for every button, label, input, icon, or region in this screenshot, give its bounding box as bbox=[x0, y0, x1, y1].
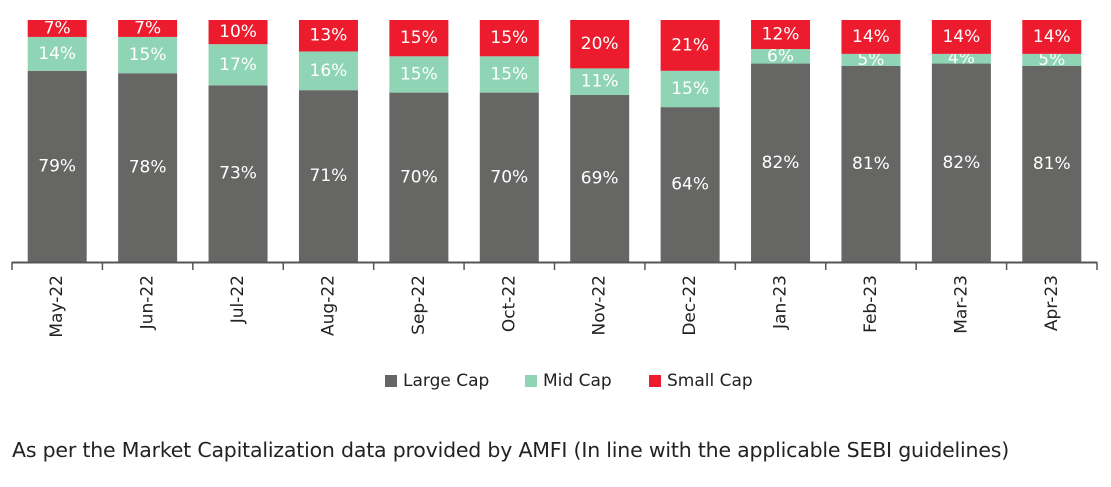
bar-small-cap-aug-22 bbox=[298, 20, 358, 52]
x-tick-label-jul-22: Jul-22 bbox=[228, 275, 248, 324]
legend-swatch-mid-cap bbox=[525, 375, 537, 387]
x-tick-label-dec-22: Dec-22 bbox=[680, 275, 700, 336]
data-label-large-cap-oct-22: 70% bbox=[490, 167, 528, 187]
data-label-mid-cap-oct-22: 15% bbox=[490, 64, 528, 84]
bar-large-cap-jul-22 bbox=[208, 85, 268, 262]
bar-small-cap-dec-22 bbox=[660, 20, 720, 71]
stacked-bar-chart: 79% 14% 7% 78% 15% 7% 73% 17% 10% 71% 16% 13% 70% 15%… bbox=[11, 18, 1098, 391]
bar-mid-cap-jun-22 bbox=[118, 36, 178, 74]
data-label-small-cap-jun-22: 7% bbox=[134, 18, 161, 38]
footnote: As per the Market Capitalization data pr… bbox=[12, 438, 1010, 462]
bar-large-cap-apr-23 bbox=[1022, 65, 1082, 262]
bar-mid-cap-nov-22 bbox=[570, 68, 630, 96]
bars-layer: 79% 14% 7% 78% 15% 7% 73% 17% 10% 71% 16% 13% 70% 15%… bbox=[27, 18, 1082, 263]
bar-mid-cap-dec-22 bbox=[660, 70, 720, 108]
bar-small-cap-jan-23 bbox=[751, 20, 811, 50]
bar-mid-cap-jul-22 bbox=[208, 44, 268, 86]
data-label-large-cap-mar-23: 82% bbox=[942, 153, 980, 173]
bar-small-cap-jul-22 bbox=[208, 20, 268, 45]
data-label-small-cap-sep-22: 15% bbox=[400, 28, 438, 48]
x-tick-label-aug-22: Aug-22 bbox=[318, 275, 338, 336]
data-label-small-cap-apr-23: 14% bbox=[1033, 27, 1071, 47]
bar-small-cap-sep-22 bbox=[389, 20, 449, 57]
legend: Large Cap Mid Cap Small Cap bbox=[385, 371, 753, 391]
data-label-large-cap-may-22: 79% bbox=[38, 156, 76, 176]
x-tick-label-may-22: May-22 bbox=[47, 275, 67, 338]
bar-mid-cap-jan-23 bbox=[751, 49, 811, 64]
bar-small-cap-mar-23 bbox=[931, 20, 991, 54]
data-label-small-cap-jul-22: 10% bbox=[219, 22, 257, 42]
legend-swatch-small-cap bbox=[649, 375, 661, 387]
bar-large-cap-aug-22 bbox=[298, 90, 358, 263]
data-label-small-cap-nov-22: 20% bbox=[581, 34, 619, 54]
x-tick-label-nov-22: Nov-22 bbox=[590, 275, 610, 336]
data-label-mid-cap-jul-22: 17% bbox=[219, 55, 257, 75]
data-label-large-cap-jul-22: 73% bbox=[219, 164, 257, 184]
data-label-small-cap-jan-23: 12% bbox=[762, 25, 800, 45]
bar-large-cap-dec-22 bbox=[660, 107, 720, 263]
bar-small-cap-jun-22 bbox=[118, 20, 178, 37]
data-label-mid-cap-jan-23: 6% bbox=[767, 46, 794, 66]
data-label-small-cap-aug-22: 13% bbox=[310, 26, 348, 46]
bar-large-cap-oct-22 bbox=[479, 92, 539, 262]
bar-small-cap-nov-22 bbox=[570, 20, 630, 69]
data-label-small-cap-mar-23: 14% bbox=[942, 27, 980, 47]
bar-large-cap-nov-22 bbox=[570, 95, 630, 263]
legend-swatch-large-cap bbox=[385, 375, 397, 387]
x-axis: May-22 Jun-22 Jul-22 Aug-22 Sep-22 Oct-22 Nov-… bbox=[11, 261, 1098, 338]
data-label-mid-cap-jun-22: 15% bbox=[129, 45, 167, 65]
bar-mid-cap-sep-22 bbox=[389, 56, 449, 93]
data-label-mid-cap-apr-23: 5% bbox=[1038, 50, 1065, 70]
data-label-large-cap-jan-23: 82% bbox=[762, 153, 800, 173]
data-label-small-cap-dec-22: 21% bbox=[671, 35, 709, 55]
x-tick-label-mar-23: Mar-23 bbox=[951, 275, 971, 334]
data-label-small-cap-may-22: 7% bbox=[44, 18, 71, 38]
data-label-mid-cap-sep-22: 15% bbox=[400, 64, 438, 84]
bar-mid-cap-mar-23 bbox=[931, 53, 991, 64]
legend-label-small-cap: Small Cap bbox=[667, 371, 753, 391]
data-label-small-cap-oct-22: 15% bbox=[490, 28, 528, 48]
bar-mid-cap-feb-23 bbox=[841, 53, 901, 66]
bar-large-cap-mar-23 bbox=[931, 63, 991, 263]
bar-mid-cap-apr-23 bbox=[1022, 53, 1082, 66]
bar-large-cap-jan-23 bbox=[751, 63, 811, 263]
data-label-small-cap-feb-23: 14% bbox=[852, 27, 890, 47]
x-tick-label-jun-22: Jun-22 bbox=[138, 275, 158, 330]
bar-large-cap-may-22 bbox=[27, 70, 87, 262]
data-label-large-cap-feb-23: 81% bbox=[852, 154, 890, 174]
bar-mid-cap-aug-22 bbox=[298, 51, 358, 91]
bar-small-cap-feb-23 bbox=[841, 20, 901, 54]
bar-mid-cap-may-22 bbox=[27, 36, 87, 71]
bar-small-cap-may-22 bbox=[27, 20, 87, 37]
x-tick-label-jan-23: Jan-23 bbox=[771, 275, 791, 330]
data-label-large-cap-nov-22: 69% bbox=[581, 169, 619, 189]
x-tick-label-apr-23: Apr-23 bbox=[1042, 275, 1062, 331]
data-label-large-cap-jun-22: 78% bbox=[129, 158, 167, 178]
legend-label-large-cap: Large Cap bbox=[403, 371, 489, 391]
bar-large-cap-jun-22 bbox=[118, 73, 178, 263]
x-tick-label-feb-23: Feb-23 bbox=[861, 275, 881, 333]
data-label-large-cap-sep-22: 70% bbox=[400, 167, 438, 187]
data-label-mid-cap-dec-22: 15% bbox=[671, 79, 709, 99]
bar-mid-cap-oct-22 bbox=[479, 56, 539, 93]
data-label-mid-cap-aug-22: 16% bbox=[310, 61, 348, 81]
bar-small-cap-apr-23 bbox=[1022, 20, 1082, 54]
bar-large-cap-sep-22 bbox=[389, 92, 449, 262]
data-label-mid-cap-feb-23: 5% bbox=[857, 50, 884, 70]
legend-label-mid-cap: Mid Cap bbox=[543, 371, 612, 391]
data-label-mid-cap-nov-22: 11% bbox=[581, 72, 619, 92]
bar-large-cap-feb-23 bbox=[841, 65, 901, 262]
data-label-large-cap-dec-22: 64% bbox=[671, 175, 709, 195]
data-label-large-cap-apr-23: 81% bbox=[1033, 154, 1071, 174]
x-tick-label-sep-22: Sep-22 bbox=[409, 275, 429, 335]
x-tick-label-oct-22: Oct-22 bbox=[499, 275, 519, 332]
data-label-large-cap-aug-22: 71% bbox=[310, 166, 348, 186]
bar-small-cap-oct-22 bbox=[479, 20, 539, 57]
data-label-mid-cap-may-22: 14% bbox=[38, 44, 76, 64]
